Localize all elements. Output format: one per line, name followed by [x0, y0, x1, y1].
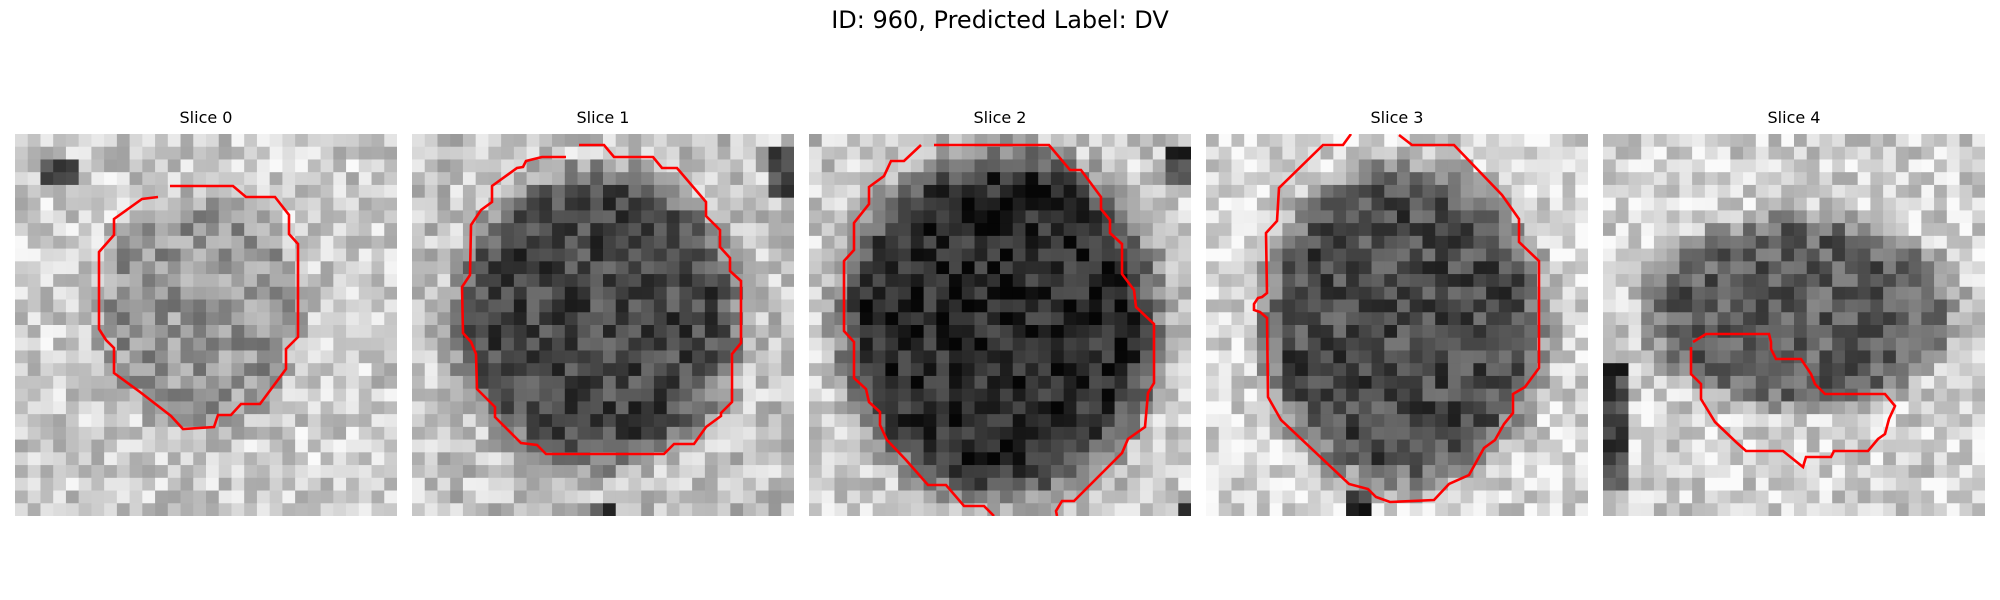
slice-panel-1: Slice 1: [412, 108, 794, 524]
slice-image-0: [15, 134, 397, 516]
slice-title-1: Slice 1: [576, 108, 630, 127]
slice-panel-4: Slice 4: [1603, 108, 1985, 524]
slice-4-contour: [1689, 332, 1897, 470]
slice-image-4: [1603, 134, 1985, 516]
slice-image-1: [412, 134, 794, 516]
slice-panel-0: Slice 0: [15, 108, 397, 524]
slice-0-pixels: [15, 134, 397, 516]
slice-4-pixels: [1603, 134, 1985, 516]
slice-title-4: Slice 4: [1767, 108, 1821, 127]
slice-title-0: Slice 0: [179, 108, 233, 127]
slice-1-contour: [460, 143, 743, 456]
slice-3-pixels: [1206, 134, 1588, 516]
slice-2-pixels: [809, 134, 1191, 516]
slice-1-pixels: [412, 134, 794, 516]
slice-3-contour: [1252, 134, 1541, 504]
slice-0-contour: [97, 184, 300, 431]
slice-image-3: [1206, 134, 1588, 516]
slice-image-2: [809, 134, 1191, 516]
slice-2-contour-b: [842, 144, 995, 516]
figure-title: ID: 960, Predicted Label: DV: [831, 6, 1169, 34]
slice-panel-2: Slice 2: [809, 108, 1191, 524]
slice-panel-3: Slice 3: [1206, 108, 1588, 524]
slice-2-contour: [934, 143, 1156, 516]
slice-title-2: Slice 2: [973, 108, 1027, 127]
slice-title-3: Slice 3: [1370, 108, 1424, 127]
